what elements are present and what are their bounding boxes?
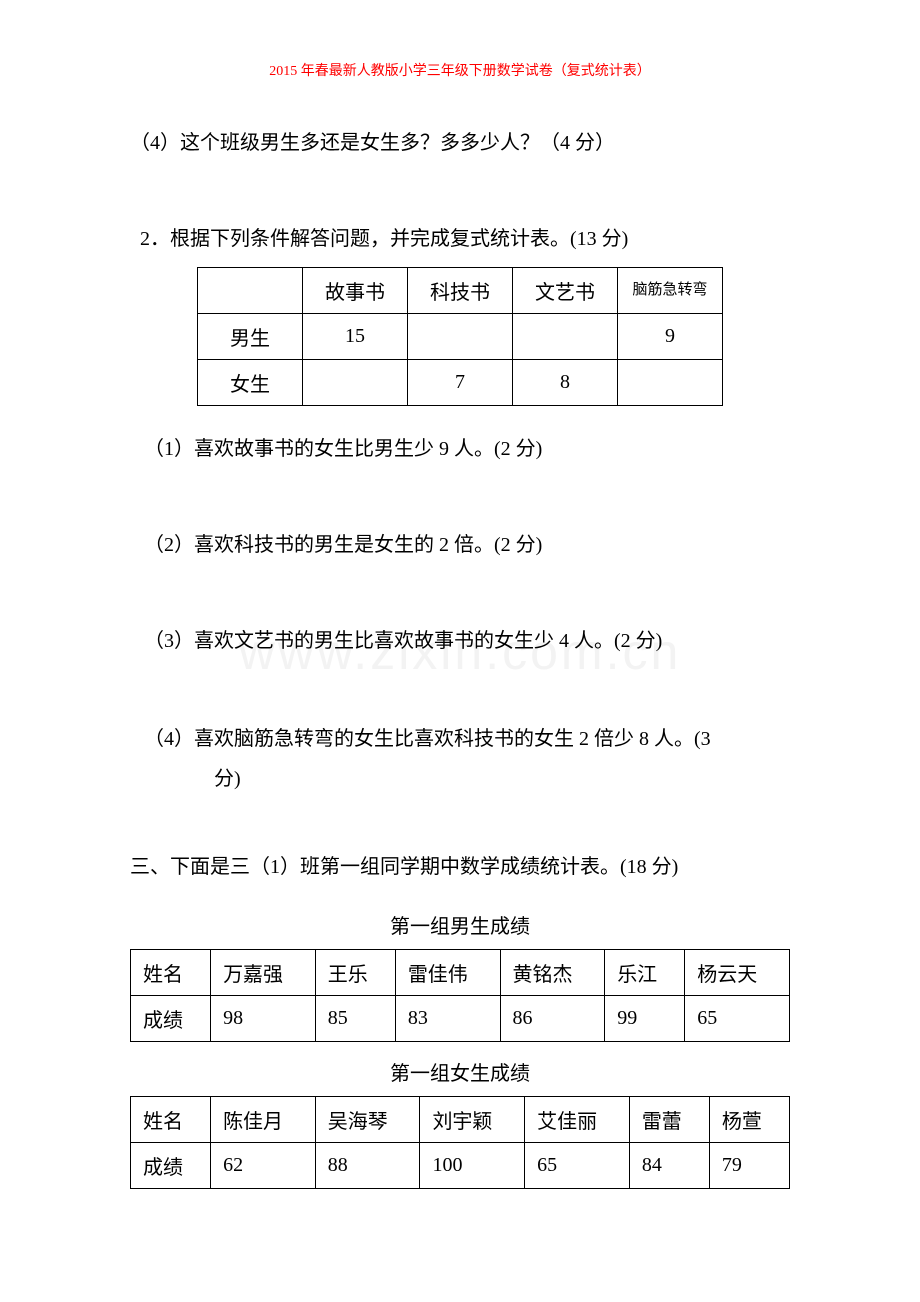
question-2-sub-4: （4）喜欢脑筋急转弯的女生比喜欢科技书的女生 2 倍少 8 人。(3 分) <box>130 719 790 799</box>
table-cell: 王乐 <box>315 950 395 996</box>
table-cell <box>198 268 303 314</box>
table-cell: 65 <box>525 1143 630 1189</box>
table-cell: 脑筋急转弯 <box>618 268 723 314</box>
table-cell: 艾佳丽 <box>525 1097 630 1143</box>
section-3-heading: 三、下面是三（1）班第一组同学期中数学成绩统计表。(18 分) <box>130 849 790 885</box>
table-row: 姓名 万嘉强 王乐 雷佳伟 黄铭杰 乐江 杨云天 <box>131 950 790 996</box>
table2-title: 第一组女生成绩 <box>130 1057 790 1086</box>
table-cell: 62 <box>211 1143 316 1189</box>
table-cell: 文艺书 <box>513 268 618 314</box>
section-3-table-2: 姓名 陈佳月 吴海琴 刘宇颖 艾佳丽 雷蕾 杨萱 成绩 62 88 100 65… <box>130 1096 790 1189</box>
table-cell <box>618 360 723 406</box>
table-cell: 83 <box>395 996 500 1042</box>
table-cell: 88 <box>315 1143 420 1189</box>
page-header: 2015 年春最新人教版小学三年级下册数学试卷（复式统计表） <box>130 60 790 80</box>
question-1-4: （4）这个班级男生多还是女生多？多多少人？（4 分） <box>130 125 790 161</box>
table-cell: 65 <box>685 996 790 1042</box>
question-2-sub-2: （2）喜欢科技书的男生是女生的 2 倍。(2 分) <box>130 527 790 563</box>
sub-question-text: （1）喜欢故事书的女生比男生少 9 人。(2 分) <box>144 438 542 460</box>
table-cell: 86 <box>500 996 605 1042</box>
table-cell: 姓名 <box>131 1097 211 1143</box>
section-3-table-1: 姓名 万嘉强 王乐 雷佳伟 黄铭杰 乐江 杨云天 成绩 98 85 83 86 … <box>130 949 790 1042</box>
table-cell: 85 <box>315 996 395 1042</box>
table-cell: 成绩 <box>131 1143 211 1189</box>
table1-title-text: 第一组男生成绩 <box>390 916 530 938</box>
question-1-4-text: （4）这个班级男生多还是女生多？多多少人？（4 分） <box>130 132 615 154</box>
section-3-heading-text: 三、下面是三（1）班第一组同学期中数学成绩统计表。(18 分) <box>130 856 678 878</box>
table-cell: 故事书 <box>303 268 408 314</box>
question-2-sub-1: （1）喜欢故事书的女生比男生少 9 人。(2 分) <box>130 431 790 467</box>
table-cell: 成绩 <box>131 996 211 1042</box>
table-cell: 杨萱 <box>709 1097 789 1143</box>
table-cell: 8 <box>513 360 618 406</box>
table-cell: 9 <box>618 314 723 360</box>
sub-question-text: （3）喜欢文艺书的男生比喜欢故事书的女生少 4 人。(2 分) <box>144 630 662 652</box>
table-cell <box>303 360 408 406</box>
table-cell: 吴海琴 <box>315 1097 420 1143</box>
watermark-container: www.zixin.com.cn （3）喜欢文艺书的男生比喜欢故事书的女生少 4… <box>130 623 790 659</box>
table-cell <box>513 314 618 360</box>
table-cell: 79 <box>709 1143 789 1189</box>
table-cell: 万嘉强 <box>211 950 316 996</box>
table-row: 姓名 陈佳月 吴海琴 刘宇颖 艾佳丽 雷蕾 杨萱 <box>131 1097 790 1143</box>
table-cell: 乐江 <box>605 950 685 996</box>
table2-title-text: 第一组女生成绩 <box>390 1063 530 1085</box>
sub-question-text-line1: （4）喜欢脑筋急转弯的女生比喜欢科技书的女生 2 倍少 8 人。(3 <box>144 728 711 750</box>
table-cell: 女生 <box>198 360 303 406</box>
header-text: 2015 年春最新人教版小学三年级下册数学试卷（复式统计表） <box>269 64 651 79</box>
question-2-sub-3: （3）喜欢文艺书的男生比喜欢故事书的女生少 4 人。(2 分) <box>130 623 790 659</box>
table-cell: 刘宇颖 <box>420 1097 525 1143</box>
table-cell: 姓名 <box>131 950 211 996</box>
table-cell: 15 <box>303 314 408 360</box>
table-row: 男生 15 9 <box>198 314 723 360</box>
table-cell: 99 <box>605 996 685 1042</box>
table-cell: 杨云天 <box>685 950 790 996</box>
table-cell: 100 <box>420 1143 525 1189</box>
table-row: 故事书 科技书 文艺书 脑筋急转弯 <box>198 268 723 314</box>
sub-question-text: （2）喜欢科技书的男生是女生的 2 倍。(2 分) <box>144 534 542 556</box>
table1-title: 第一组男生成绩 <box>130 910 790 939</box>
table-cell: 雷蕾 <box>629 1097 709 1143</box>
table-cell: 男生 <box>198 314 303 360</box>
question-2-table: 故事书 科技书 文艺书 脑筋急转弯 男生 15 9 女生 7 8 <box>197 267 723 406</box>
sub-question-text-line2: 分) <box>144 768 241 790</box>
table-cell: 98 <box>211 996 316 1042</box>
table-cell: 科技书 <box>408 268 513 314</box>
question-2-intro: 2．根据下列条件解答问题，并完成复式统计表。(13 分) <box>130 221 790 257</box>
table-row: 成绩 62 88 100 65 84 79 <box>131 1143 790 1189</box>
table-row: 成绩 98 85 83 86 99 65 <box>131 996 790 1042</box>
table-cell: 84 <box>629 1143 709 1189</box>
table-cell: 黄铭杰 <box>500 950 605 996</box>
question-2-intro-text: 2．根据下列条件解答问题，并完成复式统计表。(13 分) <box>140 228 628 250</box>
table-cell <box>408 314 513 360</box>
table-cell: 雷佳伟 <box>395 950 500 996</box>
table-cell: 7 <box>408 360 513 406</box>
table-row: 女生 7 8 <box>198 360 723 406</box>
page-container: 2015 年春最新人教版小学三年级下册数学试卷（复式统计表） （4）这个班级男生… <box>0 0 920 1264</box>
table-cell: 陈佳月 <box>211 1097 316 1143</box>
